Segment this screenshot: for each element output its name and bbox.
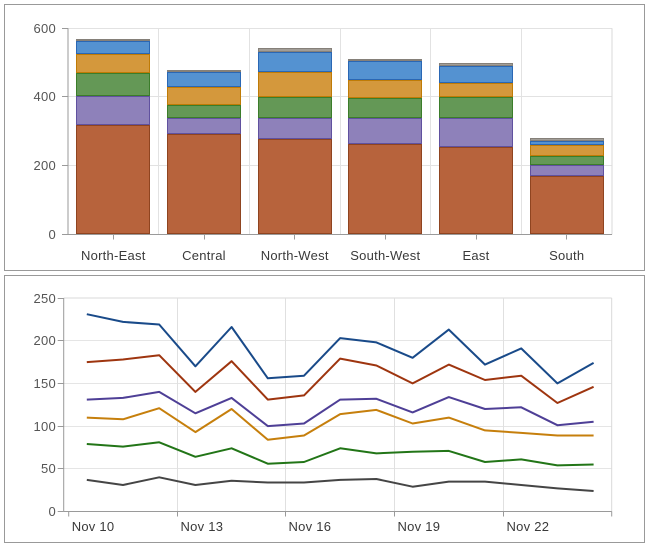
svg-text:200: 200 (34, 333, 56, 348)
svg-text:0: 0 (49, 227, 56, 242)
svg-text:Nov 22: Nov 22 (507, 519, 550, 534)
svg-text:East: East (462, 248, 489, 263)
svg-text:Nov 19: Nov 19 (398, 519, 441, 534)
svg-text:South: South (549, 248, 584, 263)
svg-text:Nov 13: Nov 13 (181, 519, 224, 534)
svg-text:200: 200 (34, 158, 56, 173)
svg-text:North-East: North-East (81, 248, 146, 263)
svg-text:Central: Central (182, 248, 226, 263)
svg-text:North-West: North-West (261, 248, 329, 263)
svg-text:400: 400 (34, 89, 56, 104)
svg-text:0: 0 (49, 504, 56, 519)
svg-text:50: 50 (41, 461, 56, 476)
svg-text:Nov 10: Nov 10 (72, 519, 115, 534)
svg-text:100: 100 (34, 419, 56, 434)
svg-text:600: 600 (34, 21, 56, 36)
svg-text:250: 250 (34, 291, 56, 306)
svg-text:150: 150 (34, 376, 56, 391)
svg-text:Nov 16: Nov 16 (289, 519, 332, 534)
svg-text:South-West: South-West (350, 248, 420, 263)
